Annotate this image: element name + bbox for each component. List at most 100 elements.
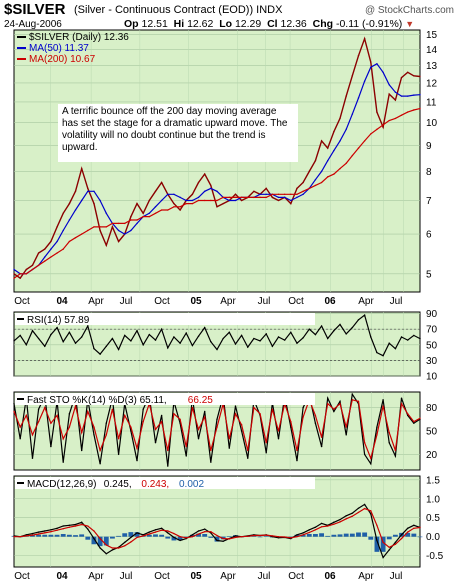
data-point xyxy=(259,413,261,415)
data-point xyxy=(99,537,101,540)
y-tick-label: 1.5 xyxy=(426,475,440,486)
data-point xyxy=(388,93,390,95)
histogram-bar xyxy=(183,536,189,538)
data-point xyxy=(345,162,347,165)
histogram-bar xyxy=(368,536,374,540)
data-point xyxy=(160,420,163,423)
data-point xyxy=(124,545,126,547)
data-point xyxy=(345,128,347,131)
data-point xyxy=(376,524,378,526)
data-point xyxy=(19,426,21,428)
histogram-bar xyxy=(331,534,337,537)
data-point xyxy=(44,532,46,534)
data-point xyxy=(105,345,107,348)
data-point xyxy=(68,219,71,221)
data-point xyxy=(265,442,267,444)
legend-label: MA(50) 11.37 xyxy=(29,43,89,54)
data-point xyxy=(210,461,212,463)
data-point xyxy=(62,438,64,440)
data-point xyxy=(320,181,323,184)
data-point xyxy=(62,248,64,250)
data-point xyxy=(105,544,107,546)
x-tick-label: 06 xyxy=(324,296,336,307)
data-point xyxy=(216,190,218,193)
data-point xyxy=(148,533,151,535)
histogram-bar xyxy=(171,536,177,541)
histogram-bar xyxy=(97,536,103,547)
histogram-bar xyxy=(325,535,331,537)
data-point xyxy=(333,149,335,152)
data-point xyxy=(154,428,157,431)
low-label: Lo xyxy=(219,18,233,30)
data-point xyxy=(93,537,95,540)
data-point xyxy=(308,328,310,330)
y-tick-label: 70 xyxy=(426,325,438,336)
data-point xyxy=(394,541,397,544)
low-value: 12.29 xyxy=(234,18,262,30)
data-point xyxy=(259,196,261,199)
data-point xyxy=(179,196,181,199)
data-point xyxy=(19,273,21,275)
data-point xyxy=(173,536,175,539)
data-point xyxy=(124,334,126,337)
data-point xyxy=(339,518,341,521)
data-point xyxy=(136,219,138,221)
data-point xyxy=(290,537,292,539)
y-tick-label: 7 xyxy=(426,196,432,207)
data-point xyxy=(345,95,347,97)
data-point xyxy=(382,556,384,559)
data-point xyxy=(283,339,286,341)
data-point xyxy=(370,133,372,135)
data-point xyxy=(419,107,421,110)
data-point xyxy=(240,334,243,337)
data-point xyxy=(56,252,58,254)
data-point xyxy=(148,531,151,533)
data-point xyxy=(376,539,378,542)
data-point xyxy=(216,426,218,428)
data-point xyxy=(93,426,95,428)
data-point xyxy=(320,522,323,525)
data-point xyxy=(370,513,372,515)
data-point xyxy=(400,336,403,338)
data-point xyxy=(327,403,329,405)
histogram-bar xyxy=(343,533,349,537)
data-point xyxy=(130,215,132,218)
data-point xyxy=(333,521,335,523)
data-point xyxy=(290,331,292,333)
data-point xyxy=(400,537,403,540)
data-point xyxy=(80,167,83,170)
data-point xyxy=(265,333,267,335)
data-point xyxy=(333,330,335,332)
histogram-bar xyxy=(134,532,140,537)
data-point xyxy=(154,531,157,533)
data-point xyxy=(320,140,323,142)
x-tick-label: Oct xyxy=(288,296,304,307)
data-point xyxy=(203,410,206,413)
histogram-bar xyxy=(116,535,121,537)
data-point xyxy=(74,525,77,527)
data-point xyxy=(99,547,101,549)
data-point xyxy=(296,535,298,538)
data-point xyxy=(388,431,390,434)
data-point xyxy=(25,344,28,346)
histogram-bar xyxy=(349,533,355,537)
data-point xyxy=(320,436,323,438)
open-label: Op xyxy=(124,18,139,30)
data-point xyxy=(19,535,21,538)
data-point xyxy=(339,117,341,120)
histogram-bar xyxy=(54,534,60,537)
x-tick-label: Oct xyxy=(14,571,30,582)
data-point xyxy=(333,523,335,525)
data-point xyxy=(406,71,409,74)
data-point xyxy=(56,529,58,531)
data-point xyxy=(363,38,366,40)
data-point xyxy=(345,333,347,335)
data-point xyxy=(216,348,218,351)
data-point xyxy=(197,199,200,202)
data-point xyxy=(320,526,323,528)
histogram-bar xyxy=(356,532,361,537)
data-point xyxy=(363,507,366,510)
data-point xyxy=(87,525,89,527)
data-point xyxy=(37,533,40,535)
legend-label: 0.002 xyxy=(179,479,204,490)
